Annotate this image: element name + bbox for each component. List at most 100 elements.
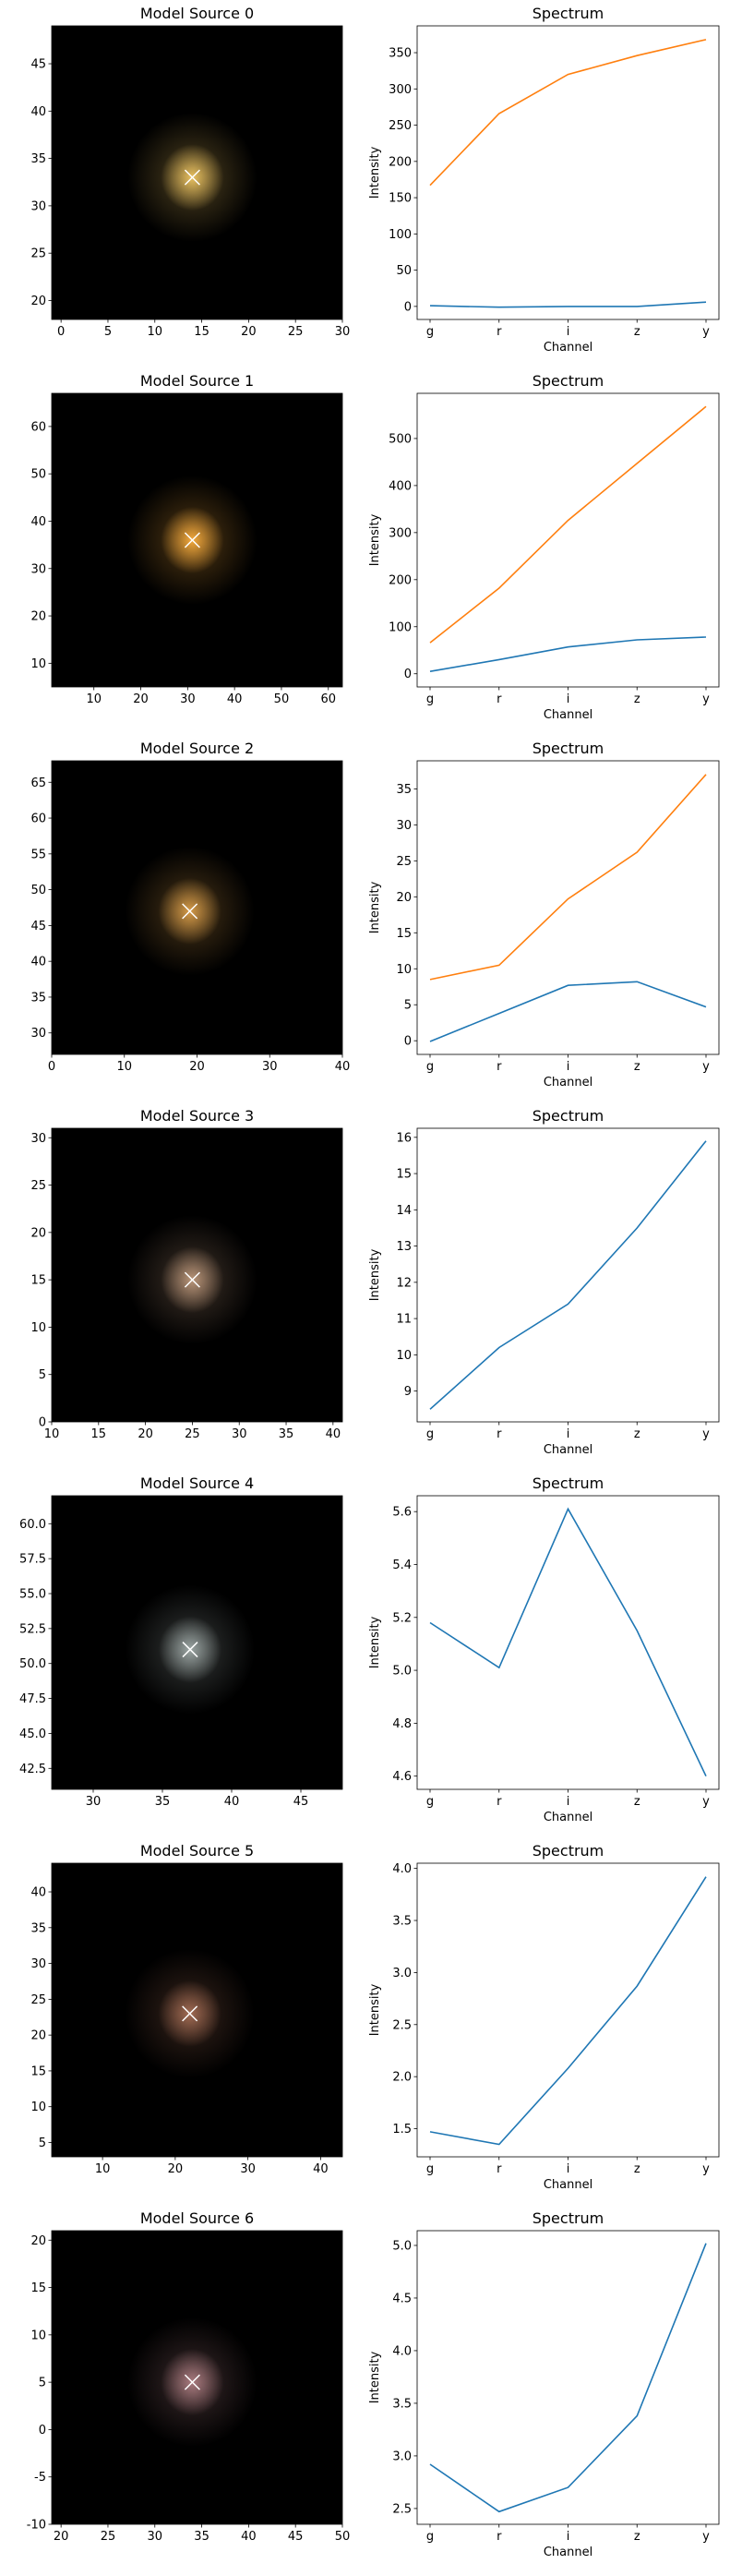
y-tick-label: 40	[30, 515, 46, 529]
x-tick-label: 20	[168, 2162, 184, 2176]
x-tick-label: 35	[155, 1795, 171, 1809]
x-tick-label: z	[634, 2530, 640, 2544]
y-tick-label: 20	[30, 2029, 46, 2043]
x-axis-label: Channel	[544, 1443, 592, 1457]
x-tick-label: 50	[335, 2530, 351, 2544]
series-line-0	[429, 1140, 707, 1410]
x-tick-label: i	[567, 1795, 570, 1809]
y-tick-label: 300	[389, 83, 412, 97]
y-tick-label: 3.0	[392, 1967, 412, 1980]
chart-title: Spectrum	[533, 5, 604, 22]
x-tick-label: 10	[86, 692, 102, 706]
x-tick-label: 10	[44, 1427, 60, 1441]
series-line-1	[429, 39, 707, 187]
center-marker	[182, 2005, 198, 2022]
x-tick-label: y	[702, 2530, 710, 2544]
y-tick-label: 50	[30, 884, 46, 897]
y-axis-label: Intensity	[368, 881, 382, 933]
x-tick-label: 20	[189, 1060, 205, 1074]
y-tick-label: 25	[30, 1179, 46, 1193]
x-tick-label: 45	[288, 2530, 304, 2544]
x-tick-label: 10	[116, 1060, 132, 1074]
image-panel-4: Model Source 4 30 35 40 45 42.5 45.0 47.5 50.0 52…	[19, 1475, 343, 1809]
plot-frame	[416, 760, 720, 1055]
y-tick-label: -5	[34, 2471, 46, 2485]
chart-title: Spectrum	[533, 2209, 604, 2227]
chart-title: Model Source 6	[140, 2209, 254, 2227]
x-axis-label: Channel	[544, 1811, 592, 1824]
y-axis-label: Intensity	[368, 513, 382, 566]
y-tick-label: 0	[404, 1035, 412, 1049]
y-tick-label: 250	[389, 119, 412, 133]
y-tick-label: 16	[396, 1131, 412, 1145]
spectrum-panel-6: Spectrum g r i z y 2.5 3.0 3.5 4.0 4.5 5.0 Channel In…	[368, 2209, 720, 2559]
x-tick-label: g	[426, 325, 434, 339]
x-tick-label: z	[634, 2162, 640, 2176]
y-tick-label: 4.0	[392, 2344, 412, 2358]
y-tick-label: 5.2	[392, 1611, 412, 1625]
x-tick-label: 20	[241, 325, 257, 339]
y-tick-label: 5	[404, 999, 412, 1013]
x-tick-label: g	[426, 2162, 434, 2176]
image-panel-6: Model Source 6 20 25 30 35 40 45 50 -10 -5 0 5 10 15 2…	[27, 2209, 351, 2544]
y-tick-label: 150	[389, 192, 412, 206]
y-tick-label: 300	[389, 526, 412, 540]
y-tick-label: 5	[39, 2377, 46, 2390]
y-axis-label: Intensity	[368, 2351, 382, 2403]
x-tick-label: 30	[240, 2162, 256, 2176]
plot-frame	[416, 1862, 720, 2158]
y-tick-label: 5	[39, 1368, 46, 1382]
y-tick-label: 12	[396, 1276, 412, 1290]
y-tick-label: 100	[389, 620, 412, 634]
image-frame	[51, 2230, 343, 2525]
y-tick-label: 5.0	[392, 1665, 412, 1679]
image-panel-2: Model Source 2 0 10 20 30 40 30 35 40 45 50 55 60 65	[30, 740, 350, 1074]
x-tick-label: 15	[91, 1427, 107, 1441]
y-tick-label: 400	[389, 479, 412, 493]
series-line-1	[429, 774, 707, 981]
y-tick-label: 10	[30, 2329, 46, 2342]
x-tick-label: 25	[288, 325, 304, 339]
y-tick-label: 25	[30, 1993, 46, 2007]
x-tick-label: r	[497, 1427, 502, 1441]
y-tick-label: 2.5	[392, 2502, 412, 2516]
x-tick-label: i	[567, 325, 570, 339]
x-tick-label: 10	[148, 325, 163, 339]
y-tick-label: 60	[30, 420, 46, 434]
y-tick-label: 15	[396, 927, 412, 941]
y-tick-label: 1.5	[392, 2123, 412, 2137]
x-tick-label: 20	[133, 692, 149, 706]
spectrum-panel-4: Spectrum g r i z y 4.6 4.8 5.0 5.2 5.4 5.6 Channel In…	[368, 1475, 720, 1824]
y-tick-label: 200	[389, 573, 412, 587]
x-tick-label: i	[567, 1427, 570, 1441]
y-tick-label: 15	[30, 2281, 46, 2295]
x-tick-label: z	[634, 325, 640, 339]
image-frame	[51, 1127, 343, 1423]
y-tick-label: 5.0	[392, 2239, 412, 2253]
y-tick-label: 65	[30, 776, 46, 790]
y-tick-label: 42.5	[19, 1763, 46, 1776]
y-tick-label: 30	[396, 819, 412, 833]
chart-title: Model Source 5	[140, 1842, 254, 1860]
chart-title: Spectrum	[533, 1842, 604, 1860]
spectrum-panel-0: Spectrum g r i z y 0 50 100 150 200 250 300 350 Channe…	[368, 5, 720, 355]
spectrum-panel-1: Spectrum g r i z y 0 100 200 300 400 500 Channel Inte…	[368, 372, 720, 722]
x-tick-label: i	[567, 2162, 570, 2176]
y-axis-label: Intensity	[368, 146, 382, 199]
x-axis-label: Channel	[544, 2546, 592, 2559]
y-tick-label: 500	[389, 432, 412, 446]
center-marker	[182, 1642, 198, 1658]
x-tick-label: r	[497, 692, 502, 706]
chart-title: Spectrum	[533, 740, 604, 757]
y-tick-label: 15	[396, 1168, 412, 1182]
x-axis-label: Channel	[544, 1076, 592, 1089]
y-tick-label: 30	[30, 199, 46, 213]
center-marker	[184, 532, 200, 548]
spectrum-panel-3: Spectrum g r i z y 9 10 11 12 13 14 15 16 Channel Inten…	[368, 1107, 720, 1457]
y-tick-label: 30	[30, 1132, 46, 1146]
x-tick-label: 45	[293, 1795, 309, 1809]
x-tick-label: 25	[101, 2530, 116, 2544]
y-tick-label: 30	[30, 1957, 46, 1971]
y-tick-label: 3.5	[392, 2397, 412, 2411]
image-frame	[51, 25, 343, 320]
